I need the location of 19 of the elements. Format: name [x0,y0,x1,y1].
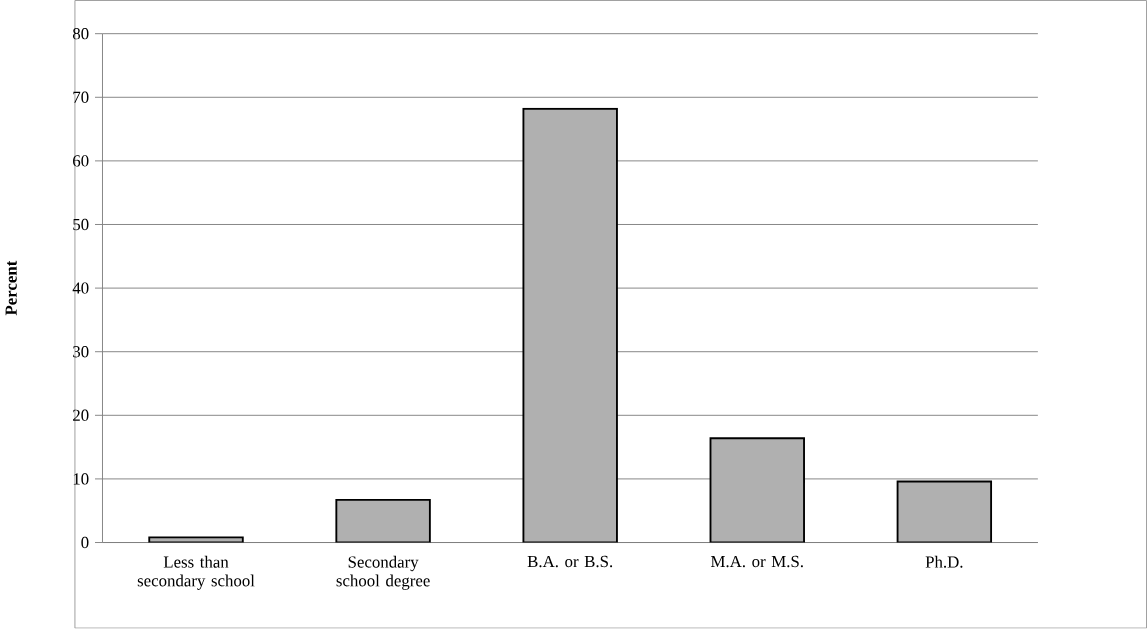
y-tick-label: 80 [72,28,89,40]
x-tick-label: B.A. or B.S. [527,556,613,568]
y-tick-label: 0 [81,537,89,549]
bar [335,499,431,543]
bar [522,107,618,543]
x-tick-label: Ph.D. [925,556,963,568]
y-tick-label: 40 [72,282,89,294]
x-tick-label: Secondary school degree [336,556,430,591]
y-tick-label: 70 [73,91,89,104]
y-axis-title: Percent [5,260,17,316]
y-tick-label: 60 [73,155,89,167]
y-tick-label: 10 [73,473,89,485]
y-tick-label: 50 [73,219,89,231]
y-tick-label: 30 [73,346,89,358]
x-tick-label: M.A. or M.S. [710,556,803,568]
y-tick-label: 20 [73,409,89,422]
bar [896,480,993,543]
bar [709,437,805,543]
x-tick-label: Less than secondary school [137,556,255,591]
